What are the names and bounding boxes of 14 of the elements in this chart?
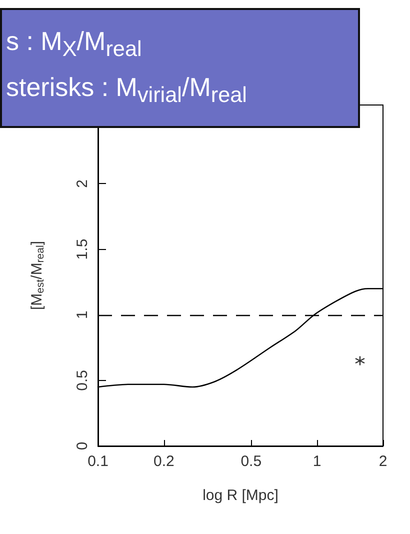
x-tick-label: 0.5 xyxy=(240,453,262,470)
x-tick-label: 0.2 xyxy=(154,453,174,470)
x-tick-label: 2 xyxy=(378,453,388,470)
annotation: sterisks : M$_{virial}$/M$_{real}$ xyxy=(6,71,248,110)
caption-box: s : M$_{X}$/M$_{real}$ sterisks : M$_{virial}$/M$_{real}$ xyxy=(0,8,360,128)
x-tick-label: 0.1 xyxy=(88,453,108,470)
y-tick-label: 0 xyxy=(74,442,91,450)
y-tick-label: 1 xyxy=(74,310,91,320)
y-tick-label: 2 xyxy=(74,180,91,188)
x-tick-label: 1 xyxy=(312,453,322,470)
y-tick-label: 0.5 xyxy=(74,370,91,391)
y-axis-title: [Mest/Mreal] xyxy=(28,240,46,310)
y-tick-label: 1.5 xyxy=(74,238,91,260)
x-axis-title: log R [Mpc] xyxy=(202,487,278,504)
